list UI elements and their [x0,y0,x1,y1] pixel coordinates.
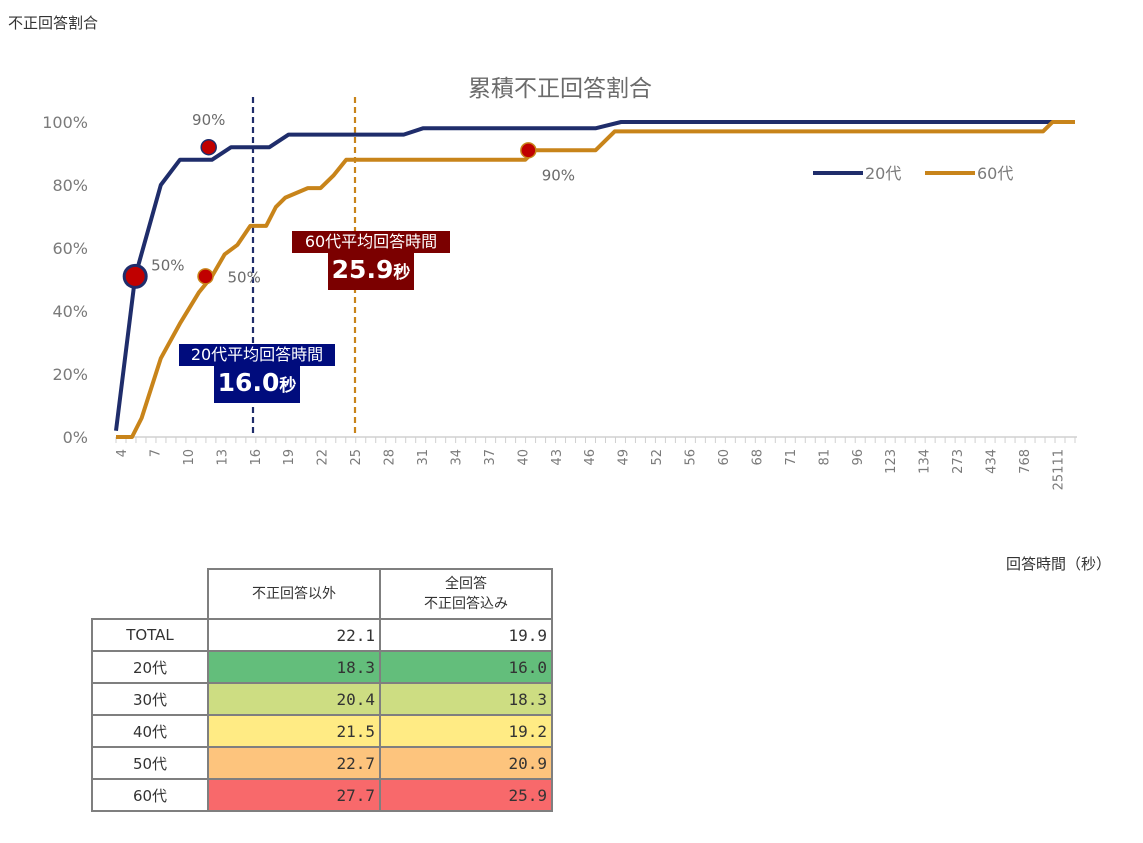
table-corner [92,569,209,620]
legend-label: 60代 [977,164,1013,183]
x-tick-label: 37 [483,449,498,466]
avg-time-value: 25.9秒 [327,253,415,290]
series-line [114,120,1075,431]
x-tick-label: 434 [985,449,1000,474]
table-row: 20代 18.3 16.0 [91,650,553,684]
row-label: 40代 [91,714,209,748]
x-axis: 4 7 10 13 16 19 22 25 28 31 34 37 40 43 46 49 52 56 60 68 71… [115,436,1077,490]
series-line [116,120,1075,439]
avg-time-box-20s: 20代平均回答時間 16.0秒 [179,344,335,403]
marker-label: 50% [228,268,261,286]
row-label: 20代 [91,650,209,684]
x-tick-label: 46 [583,449,598,466]
y-tick-label: 80% [52,176,88,195]
marker-label: 90% [542,166,575,184]
y-tick-label: 20% [52,365,88,384]
column-header-incl: 全回答 不正回答込み [379,568,553,620]
cell-incl: 16.0 [379,650,553,684]
x-tick-label: 81 [817,449,832,466]
summary-table: 不正回答以外 全回答 不正回答込み TOTAL 22.1 19.9 20代 18.3 16.… [91,568,553,812]
marker-dot [520,142,537,159]
y-tick-label: 60% [52,239,88,258]
x-tick-label: 13 [215,449,230,466]
table-row: 40代 21.5 19.2 [91,714,553,748]
cell-excl: 18.3 [207,650,381,684]
chart-title: 累積不正回答割合 [468,76,652,102]
cell-excl: 27.7 [207,778,381,812]
x-axis-title: 回答時間（秒） [1005,555,1111,573]
avg-time-label: 60代平均回答時間 [292,231,450,253]
x-tick-label: 123 [884,449,899,474]
cell-excl: 22.1 [207,618,381,652]
table-row: 60代 27.7 25.9 [91,778,553,812]
cell-incl: 25.9 [379,778,553,812]
row-label: 50代 [91,746,209,780]
avg-time-label: 20代平均回答時間 [179,344,335,366]
legend: 20代 60代 [813,164,1013,183]
table-row: 50代 22.7 20.9 [91,746,553,780]
x-tick-label: 28 [383,449,398,466]
x-tick-label: 10 [182,449,197,466]
x-tick-label: 34 [449,449,464,466]
row-label: TOTAL [91,618,209,652]
x-tick-label: 56 [684,449,699,466]
marker-label: 50% [151,256,184,274]
marker-dot [200,138,217,156]
y-tick-label: 0% [63,428,88,447]
avg-time-box-60s: 60代平均回答時間 25.9秒 [292,231,450,290]
row-label: 60代 [91,778,209,812]
legend-label: 20代 [865,164,901,183]
x-tick-label: 71 [784,449,799,466]
series-lines [114,120,1075,439]
cell-incl: 18.3 [379,682,553,716]
x-tick-label: 4 [115,449,130,457]
table-row: 30代 20.4 18.3 [91,682,553,716]
cell-incl: 20.9 [379,746,553,780]
cell-excl: 21.5 [207,714,381,748]
x-tick-label: 40 [516,449,531,466]
cumulative-chart: 累積不正回答割合 0% 20% 40% 60% 80% 100% 4 7 10 13 16 19 22… [42,76,1077,490]
cell-incl: 19.2 [379,714,553,748]
marker-dot [122,263,148,289]
header-line: 不正回答込み [424,596,508,612]
x-tick-label: 25111 [1051,449,1066,490]
row-label: 30代 [91,682,209,716]
y-axis: 0% 20% 40% 60% 80% 100% [42,113,88,447]
marker-dot [197,268,214,285]
x-tick-label: 25 [349,449,364,466]
x-tick-label: 60 [717,449,732,466]
header-line: 全回答 [445,576,487,592]
cell-excl: 22.7 [207,746,381,780]
x-tick-label: 7 [148,449,163,457]
x-tick-label: 19 [282,449,297,466]
marker-label: 90% [192,111,225,129]
y-tick-label: 100% [42,113,88,132]
column-header-excl: 不正回答以外 [207,568,381,620]
x-tick-label: 16 [249,449,264,466]
x-tick-label: 22 [316,449,331,466]
avg-time-value: 16.0秒 [213,366,301,403]
x-tick-label: 31 [416,449,431,466]
cell-incl: 19.9 [379,618,553,652]
table-header-row: 不正回答以外 全回答不正回答込み [92,568,553,620]
table-row: TOTAL 22.1 19.9 [91,618,553,652]
series-markers: 50% 90% 50% 90% [122,111,575,289]
x-tick-label: 273 [951,449,966,474]
x-tick-label: 768 [1018,449,1033,474]
x-tick-label: 52 [650,449,665,466]
x-tick-label: 68 [750,449,765,466]
cell-excl: 20.4 [207,682,381,716]
x-tick-label: 49 [617,449,632,466]
page-title: 不正回答割合 [8,14,99,32]
y-tick-label: 40% [52,302,88,321]
x-tick-label: 96 [851,449,866,466]
x-tick-label: 43 [550,449,565,466]
x-tick-label: 134 [918,449,933,474]
